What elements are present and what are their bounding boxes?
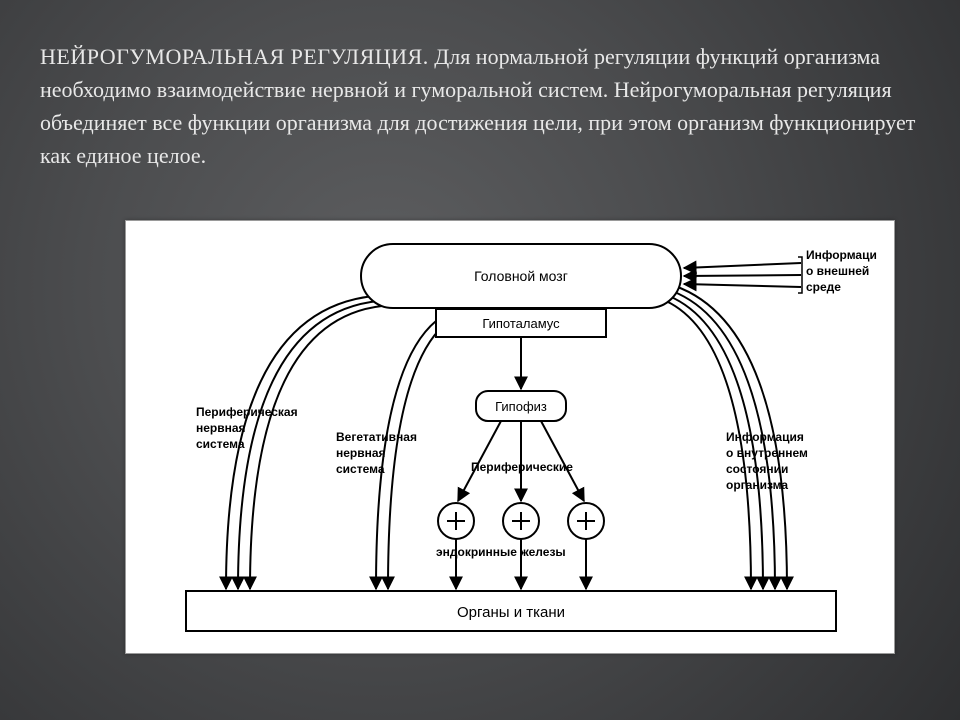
label-internal_info: состоянии bbox=[726, 462, 788, 476]
edge bbox=[666, 301, 751, 589]
label-vegetative_ns: система bbox=[336, 462, 385, 476]
slide: НЕЙРОГУМОРАЛЬНАЯ РЕГУЛЯЦИЯ. Для нормальн… bbox=[0, 0, 960, 720]
label-internal_info: о внутреннем bbox=[726, 446, 808, 460]
heading-paragraph: НЕЙРОГУМОРАЛЬНАЯ РЕГУЛЯЦИЯ. Для нормальн… bbox=[40, 40, 920, 172]
svg-text:Органы и ткани: Органы и ткани bbox=[457, 604, 565, 621]
edge bbox=[684, 275, 801, 276]
label-internal_info: Информация bbox=[726, 430, 804, 444]
svg-text:Головной мозг: Головной мозг bbox=[474, 268, 568, 284]
label-external_info: о внешней bbox=[806, 264, 869, 278]
svg-text:Гипофиз: Гипофиз bbox=[495, 399, 547, 414]
label-endocrine: эндокринные железы bbox=[436, 545, 566, 559]
label-vegetative_ns: нервная bbox=[336, 446, 386, 460]
svg-text:Гипоталамус: Гипоталамус bbox=[482, 316, 560, 331]
label-peripheral_gl: Периферические bbox=[471, 460, 573, 474]
label-external_info: среде bbox=[806, 280, 841, 294]
slide-title: НЕЙРОГУМОРАЛЬНАЯ РЕГУЛЯЦИЯ. bbox=[40, 44, 429, 69]
label-internal_info: организма bbox=[726, 478, 788, 492]
label-peripheral_ns: нервная bbox=[196, 421, 246, 435]
label-peripheral_ns: Периферическая bbox=[196, 405, 298, 419]
edge bbox=[684, 284, 801, 287]
edge bbox=[684, 263, 801, 268]
label-vegetative_ns: Вегетативная bbox=[336, 430, 417, 444]
label-external_info: Информаци bbox=[806, 248, 877, 262]
flowchart-svg: Головной мозг Гипоталамус Гипофиз Органы и … bbox=[126, 221, 894, 653]
label-peripheral_ns: система bbox=[196, 437, 245, 451]
diagram-container: Головной мозг Гипоталамус Гипофиз Органы и … bbox=[125, 220, 895, 654]
